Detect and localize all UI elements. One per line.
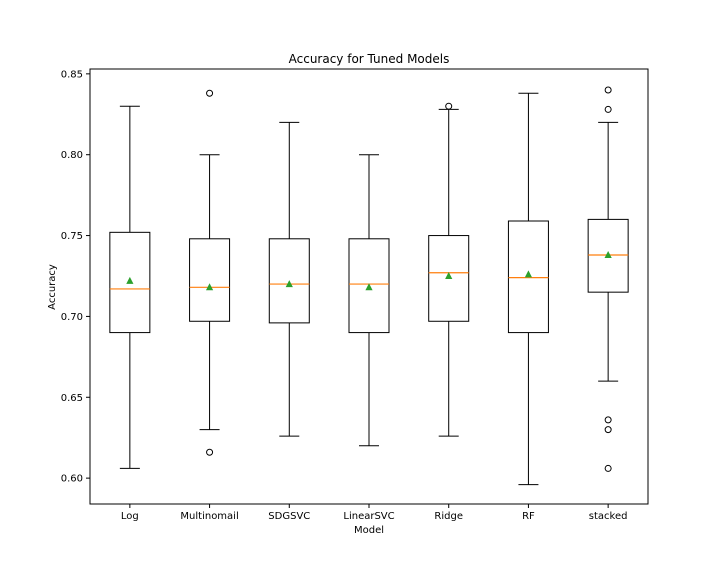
- y-tick-label: 0.75: [61, 231, 83, 242]
- mean-marker: [365, 283, 373, 291]
- outlier-point: [604, 416, 612, 424]
- mean-marker: [604, 250, 612, 258]
- box-iqr: [507, 220, 549, 334]
- outlier-point: [604, 86, 612, 94]
- mean-marker: [445, 271, 453, 279]
- box-ridge: [428, 102, 470, 437]
- box-stacked: [587, 86, 629, 472]
- box-iqr: [109, 231, 151, 334]
- x-tick-label: LinearSVC: [343, 511, 394, 522]
- x-tick-label: Multinomail: [180, 511, 238, 522]
- box-rf: [507, 92, 549, 486]
- y-tick-label: 0.65: [61, 393, 83, 404]
- box-iqr: [587, 218, 629, 293]
- box-multinomail: [189, 89, 231, 456]
- y-tick-label: 0.70: [61, 312, 83, 323]
- y-tick-label: 0.80: [61, 150, 83, 161]
- mean-marker: [205, 283, 214, 291]
- x-tick-label: Ridge: [434, 511, 463, 522]
- box-log: [109, 105, 151, 469]
- box-iqr: [348, 238, 390, 334]
- plot-area: [109, 86, 629, 486]
- outlier-point: [604, 464, 612, 472]
- x-tick-label: RF: [522, 511, 535, 522]
- outlier-point: [206, 89, 214, 97]
- box-iqr: [268, 238, 310, 324]
- outlier-point: [604, 426, 612, 434]
- x-tick-label: Log: [121, 511, 139, 522]
- box-sdgsvc: [268, 121, 310, 437]
- outlier-point: [206, 448, 214, 456]
- x-tick-label: stacked: [589, 511, 628, 522]
- y-axis-title: Accuracy: [47, 264, 58, 310]
- outlier-point: [604, 105, 612, 113]
- outlier-point: [445, 102, 453, 110]
- y-tick-label: 0.85: [61, 69, 83, 80]
- mean-marker: [126, 276, 134, 284]
- box-linearsvc: [348, 154, 390, 447]
- y-tick-label: 0.60: [61, 474, 83, 485]
- mean-marker: [285, 280, 293, 288]
- mean-marker: [524, 270, 533, 278]
- box-iqr: [428, 235, 470, 322]
- box-iqr: [189, 238, 231, 322]
- x-axis-title: Model: [354, 525, 384, 536]
- chart-title: Accuracy for Tuned Models: [289, 52, 450, 66]
- x-tick-label: SDGSVC: [268, 511, 310, 522]
